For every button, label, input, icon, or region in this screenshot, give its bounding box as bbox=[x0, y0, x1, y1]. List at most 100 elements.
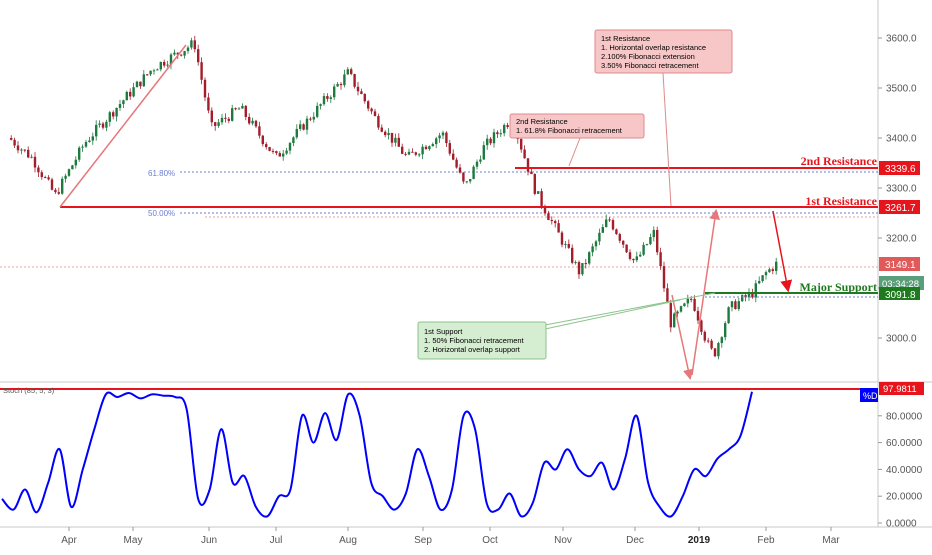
candle-body bbox=[577, 262, 581, 275]
candle-body bbox=[758, 281, 761, 284]
candle-body bbox=[700, 320, 703, 332]
candle-body bbox=[258, 126, 261, 136]
candle-body bbox=[649, 237, 652, 245]
candle-body bbox=[683, 303, 686, 307]
candle-body bbox=[285, 150, 288, 154]
candle-body bbox=[326, 96, 329, 99]
candle-body bbox=[129, 91, 132, 97]
candle-body bbox=[265, 144, 268, 148]
candle-body bbox=[292, 137, 295, 144]
candle-body bbox=[754, 283, 757, 298]
candle-body bbox=[322, 96, 326, 105]
price-tick-label: 3300.0 bbox=[886, 184, 917, 195]
candle-body bbox=[608, 219, 611, 221]
countdown-badge: 03:34:28 bbox=[879, 276, 924, 290]
candle-body bbox=[622, 240, 625, 245]
candle-body bbox=[95, 124, 98, 137]
time-tick-label: Oct bbox=[482, 535, 498, 546]
candle-body bbox=[84, 142, 88, 147]
candle-body bbox=[346, 69, 349, 75]
candle-body bbox=[125, 91, 128, 101]
candle-body bbox=[44, 177, 47, 179]
candle-body bbox=[241, 105, 244, 109]
candle-body bbox=[108, 112, 111, 122]
candle-body bbox=[605, 219, 608, 228]
candle-body bbox=[57, 192, 60, 194]
candle-body bbox=[737, 301, 740, 309]
candle-body bbox=[16, 145, 20, 151]
sup-line-2: 1. 50% Fibonacci retracement bbox=[424, 336, 525, 345]
candle-body bbox=[730, 301, 734, 308]
candle-body bbox=[288, 143, 292, 151]
candle-body bbox=[489, 138, 492, 144]
candle-body bbox=[295, 128, 298, 138]
candle-body bbox=[764, 272, 768, 276]
candle-body bbox=[207, 97, 210, 111]
candle-body bbox=[278, 153, 281, 157]
candle-body bbox=[88, 140, 91, 143]
candle-body bbox=[50, 179, 54, 190]
candle-body bbox=[659, 252, 662, 267]
candle-body bbox=[666, 288, 669, 304]
candle-body bbox=[564, 243, 567, 245]
candle-body bbox=[458, 167, 462, 173]
time-tick-label: 2019 bbox=[688, 535, 711, 546]
time-tick-label: Aug bbox=[339, 535, 357, 546]
candle-body bbox=[166, 64, 169, 66]
candle-body bbox=[271, 150, 275, 152]
candle-body bbox=[333, 86, 336, 98]
candle-body bbox=[720, 337, 723, 344]
time-tick-label: Sep bbox=[414, 535, 432, 546]
candle-body bbox=[771, 269, 774, 271]
time-tick-label: Mar bbox=[822, 535, 840, 546]
candle-body bbox=[377, 116, 380, 128]
candle-body bbox=[373, 111, 377, 117]
candle-body bbox=[305, 118, 309, 130]
candle-body bbox=[472, 166, 475, 180]
candle-body bbox=[67, 169, 71, 176]
candle-body bbox=[343, 74, 346, 86]
candle-body bbox=[203, 79, 207, 98]
candle-body bbox=[64, 175, 67, 179]
last-price-value: 3149.1 bbox=[885, 260, 916, 271]
candle-body bbox=[356, 86, 360, 92]
candle-body bbox=[526, 158, 530, 172]
candle-body bbox=[397, 137, 400, 147]
candle-body bbox=[632, 258, 635, 261]
last-price-badge: 3149.1 bbox=[879, 257, 920, 271]
candle-body bbox=[601, 227, 604, 233]
candle-body bbox=[431, 144, 434, 147]
price-tick-label: 3200.0 bbox=[886, 234, 917, 245]
candle-body bbox=[234, 108, 237, 110]
candle-body bbox=[237, 108, 241, 110]
candle-body bbox=[370, 108, 373, 112]
candle-body bbox=[598, 232, 601, 242]
candle-body bbox=[299, 124, 302, 129]
candle-body bbox=[673, 313, 676, 328]
candle-body bbox=[254, 120, 258, 127]
candle-body bbox=[27, 149, 30, 158]
res2-line-2: 1. 61.8% Fibonacci retracement bbox=[516, 126, 623, 135]
major-down-arrow bbox=[772, 210, 793, 293]
candle-body bbox=[248, 116, 251, 124]
candle-body bbox=[496, 132, 499, 135]
candle-body bbox=[530, 171, 533, 175]
sup-line-3: 2. Horizontal overlap support bbox=[424, 345, 521, 354]
res1-line-1: 1st Resistance bbox=[601, 34, 650, 43]
candle-body bbox=[503, 125, 506, 134]
candle-body bbox=[275, 151, 278, 154]
candle-body bbox=[180, 54, 183, 56]
candle-body bbox=[669, 303, 672, 328]
candle-body bbox=[482, 145, 485, 160]
candle-body bbox=[435, 138, 438, 145]
countdown-value: 03:34:28 bbox=[882, 279, 919, 290]
candle-body bbox=[367, 101, 370, 109]
candle-body bbox=[309, 118, 312, 120]
candle-body bbox=[329, 97, 332, 99]
candle-body bbox=[81, 146, 84, 148]
candle-body bbox=[418, 154, 421, 156]
stoch-title: Stoch (85, 5, 3) bbox=[3, 386, 55, 395]
candle-body bbox=[560, 232, 564, 245]
sup-line-1: 1st Support bbox=[424, 327, 463, 336]
